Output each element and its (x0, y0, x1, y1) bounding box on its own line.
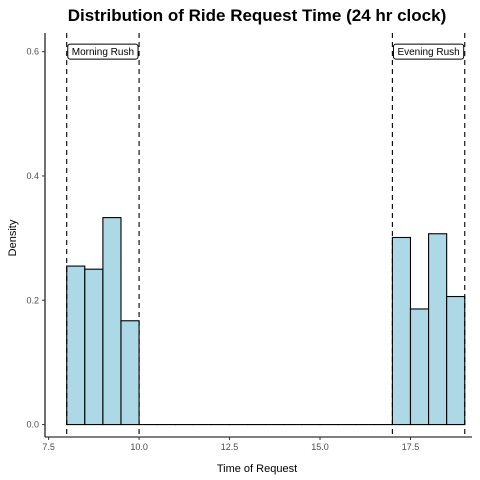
y-tick-label: 0.0 (26, 420, 39, 430)
histogram-bars (66, 217, 466, 426)
reference-lines (66, 33, 466, 437)
x-tick-label: 10.0 (130, 442, 148, 452)
x-tick-label: 7.5 (42, 442, 55, 452)
x-tick-label: 15.0 (311, 442, 329, 452)
annotation-label: Morning Rush (67, 43, 139, 60)
annotation-label: Evening Rush (392, 43, 465, 60)
annotation-box (67, 43, 139, 60)
x-tick-label: 17.5 (402, 442, 420, 452)
annotation-text: Morning Rush (72, 47, 134, 58)
annotation-text: Evening Rush (397, 47, 459, 58)
histogram-bar (409, 308, 430, 426)
histogram-bar (446, 295, 466, 426)
annotation-box (392, 43, 465, 60)
annotations: Morning Rush Evening Rush (67, 43, 465, 60)
histogram-bar (391, 236, 412, 426)
axes: 7.5 10.0 12.5 15.0 17.5 0.0 0.2 0.4 0.6 (26, 33, 472, 452)
y-tick-label: 0.4 (26, 171, 39, 181)
y-axis-title: Density (7, 219, 19, 256)
histogram-bar (120, 320, 140, 426)
y-tick-label: 0.6 (26, 47, 39, 57)
chart-title: Distribution of Ride Request Time (24 hr… (68, 6, 446, 25)
histogram-bar (102, 217, 122, 426)
x-tick-label: 12.5 (221, 442, 239, 452)
histogram-bar (66, 265, 86, 426)
histogram-bar (84, 268, 104, 426)
y-tick-label: 0.2 (26, 295, 39, 305)
histogram-bar (428, 233, 448, 426)
x-axis-title: Time of Request (217, 463, 297, 475)
